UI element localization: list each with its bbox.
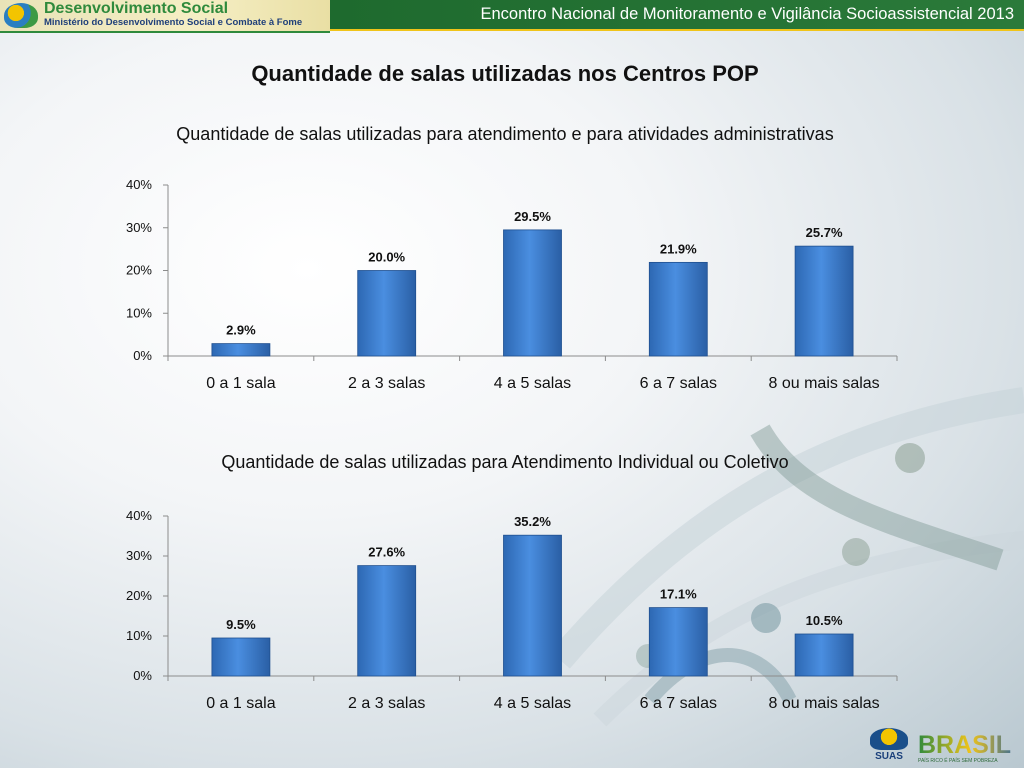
x-category-label: 2 a 3 salas: [348, 375, 425, 392]
bar: [357, 270, 417, 357]
bar-value-label: 2.9%: [226, 323, 256, 338]
x-category-label: 2 a 3 salas: [348, 695, 425, 712]
bar: [794, 633, 854, 677]
brasil-logo-text: BRASIL: [918, 732, 1022, 758]
suas-emblem-icon: [870, 728, 908, 750]
page-title: Quantidade de salas utilizadas nos Centr…: [251, 61, 759, 86]
header-bar: Desenvolvimento Social Ministério do Des…: [0, 0, 1024, 33]
bar: [211, 637, 271, 677]
chart-1-title: Quantidade de salas utilizadas para aten…: [176, 124, 834, 144]
government-logo-icon: [4, 3, 38, 28]
bar-value-label: 29.5%: [514, 209, 551, 224]
x-category-label: 0 a 1 sala: [206, 695, 275, 712]
x-category-label: 4 a 5 salas: [494, 375, 571, 392]
bar-value-label: 17.1%: [660, 587, 697, 602]
bar-value-label: 25.7%: [806, 225, 843, 240]
brasil-logo-slogan: PAÍS RICO É PAÍS SEM POBREZA: [918, 758, 998, 764]
y-tick-label: 30%: [126, 548, 152, 563]
y-tick-label: 10%: [126, 628, 152, 643]
y-tick-label: 40%: [126, 508, 152, 523]
y-tick-label: 30%: [126, 220, 152, 235]
bar: [503, 229, 562, 357]
x-category-label: 8 ou mais salas: [769, 695, 880, 712]
bar: [648, 607, 708, 677]
bar-value-label: 20.0%: [368, 250, 405, 265]
suas-logo-text: SUAS: [875, 751, 903, 762]
bar-value-label: 21.9%: [660, 241, 697, 256]
bar-value-label: 35.2%: [514, 514, 551, 529]
bar: [503, 534, 562, 677]
bar: [648, 261, 708, 357]
bar: [794, 245, 854, 357]
y-tick-label: 40%: [126, 177, 152, 192]
x-category-label: 8 ou mais salas: [769, 375, 880, 392]
brand-banner: Desenvolvimento Social Ministério do Des…: [0, 0, 330, 33]
brand-subtitle: Ministério do Desenvolvimento Social e C…: [44, 17, 303, 28]
bar-value-label: 10.5%: [806, 613, 843, 628]
x-category-label: 4 a 5 salas: [494, 695, 571, 712]
x-category-label: 6 a 7 salas: [640, 375, 717, 392]
y-tick-label: 10%: [126, 305, 152, 320]
y-tick-label: 0%: [133, 668, 152, 683]
x-category-label: 0 a 1 sala: [206, 375, 275, 392]
brand-title: Desenvolvimento Social: [44, 0, 229, 17]
bar: [357, 565, 417, 677]
bar-value-label: 27.6%: [368, 545, 405, 560]
x-category-label: 6 a 7 salas: [640, 695, 717, 712]
event-title: Encontro Nacional de Monitoramento e Vig…: [330, 0, 1024, 31]
chart-2-title: Quantidade de salas utilizadas para Aten…: [221, 452, 789, 472]
y-tick-label: 20%: [126, 263, 152, 278]
brasil-logo: BRASIL PAÍS RICO É PAÍS SEM POBREZA: [918, 732, 1022, 764]
bar-value-label: 9.5%: [226, 617, 256, 632]
bar: [211, 343, 271, 357]
y-tick-label: 0%: [133, 348, 152, 363]
suas-logo: SUAS: [868, 728, 910, 764]
y-tick-label: 20%: [126, 588, 152, 603]
